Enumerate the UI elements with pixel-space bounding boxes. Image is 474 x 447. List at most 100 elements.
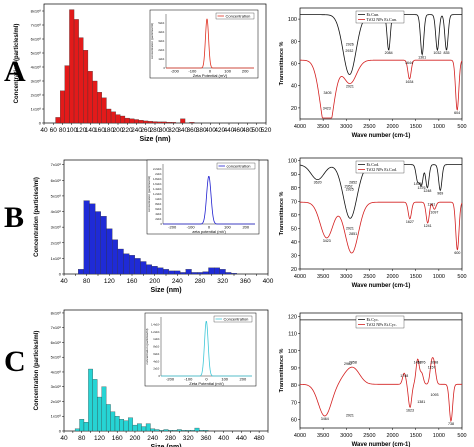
bar — [168, 430, 173, 432]
inset-y-tick-label: 1.4x10⁸ — [151, 322, 160, 326]
bar — [100, 216, 107, 275]
inset-x-tick-label: -200 — [166, 377, 175, 382]
x-tick-label: 460 — [233, 127, 244, 134]
bar — [231, 273, 237, 275]
bar — [159, 430, 164, 432]
ftir-x-tick-label: 1500 — [410, 274, 422, 280]
x-tick-label: 80 — [59, 127, 67, 134]
y-tick-label: 8x10⁸ — [31, 9, 42, 14]
inset-y-tick-label: 5x10⁷ — [158, 21, 165, 25]
y-tick-label: 5x10⁸ — [51, 193, 62, 198]
x-tick-label: 260 — [140, 127, 151, 134]
y-tick-label: 3x10⁸ — [31, 79, 42, 84]
bar — [119, 419, 125, 432]
bar — [161, 121, 167, 124]
bar — [78, 37, 84, 124]
ftir-peak-label: 1098 — [430, 360, 438, 364]
bar — [112, 239, 118, 275]
ftir-frame — [299, 7, 463, 120]
bar — [203, 430, 209, 432]
ftir-nps-curve — [299, 59, 463, 119]
x-tick-label: 320 — [183, 435, 194, 442]
x-tick-label: 360 — [200, 435, 211, 442]
ftir-x-tick-label: 1000 — [433, 433, 445, 439]
ftir-y-axis-label: Transmittance % — [279, 42, 285, 86]
bar — [128, 417, 133, 432]
y-tick-label: 4x10⁸ — [31, 65, 42, 70]
x-tick-label: 480 — [254, 435, 265, 442]
zeta-curve — [166, 18, 254, 69]
x-tick-label: 440 — [224, 127, 235, 134]
ftir-y-tick-label: 40 — [291, 240, 297, 246]
bar — [143, 120, 149, 124]
ftir-x-tick-label: 2500 — [363, 274, 375, 280]
ftir-x-tick-label: 4000 — [294, 433, 306, 439]
x-tick-label: 200 — [130, 435, 141, 442]
histogram-a: 40 60 80 1001201401601802002202402602803003… — [14, 3, 272, 143]
x-tick-label: 480 — [242, 127, 253, 134]
bar — [151, 266, 158, 275]
bar — [124, 117, 130, 124]
zeta-inset-a: -200 -100 0 100 200 0 1x10⁷ 2x10⁷ 3x10⁷ 4x10⁷ 5x10… — [149, 9, 259, 79]
x-tick-label: 140 — [85, 127, 96, 134]
ftir-y-tick-label: 20 — [291, 106, 297, 112]
bar — [180, 272, 186, 275]
x-tick-label: 40 — [60, 278, 68, 285]
ftir-peak-label: 2921 — [346, 414, 354, 418]
ftir-x-tick-label: 500 — [457, 433, 466, 439]
ftir-peak-label: 1381 — [417, 400, 425, 404]
ftir-y-tick-label: 60 — [291, 62, 297, 68]
bar — [194, 427, 200, 432]
ftir-nps-curve — [299, 357, 462, 423]
y-tick-label: 0 — [59, 272, 62, 277]
panel-letter-a: A — [4, 55, 26, 88]
bar — [157, 267, 164, 275]
x-tick-label: 340 — [177, 127, 188, 134]
x-tick-label: 280 — [150, 127, 161, 134]
ftir-y-tick-label: 100 — [288, 349, 297, 355]
x-tick-label: 60 — [50, 127, 58, 134]
ftir-peak-label: 969 — [437, 191, 443, 195]
ftir-nps-curve — [300, 201, 463, 254]
ftir-y-tick-label: 20 — [291, 267, 297, 273]
x-tick-label: 400 — [205, 127, 216, 134]
bar — [180, 118, 186, 124]
ftir-x-tick-label: 2000 — [386, 124, 398, 130]
ftir-legend-label: Et.Cod. — [367, 162, 380, 167]
x-tick-label: 80 — [83, 278, 91, 285]
bar — [134, 119, 139, 124]
y-tick-label: 7x10⁸ — [51, 162, 62, 167]
bar — [92, 80, 98, 124]
inset-y-tick-label: 6x10⁷ — [153, 352, 160, 356]
bar — [172, 430, 178, 432]
ftir-x-tick-label: 3500 — [317, 274, 329, 280]
bar — [120, 115, 126, 124]
ftir-x-tick-label: 3000 — [340, 274, 352, 280]
ftir-peak-label: 600 — [454, 251, 460, 255]
y-tick-label: 5x10⁸ — [51, 355, 62, 360]
ftir-peak-label: 1627 — [406, 220, 414, 224]
inset-x-tick-label: 0 — [208, 225, 211, 230]
inset-y-tick-label: 4x10⁷ — [158, 30, 165, 34]
ftir-peak-label: 2858 — [349, 360, 357, 364]
inset-y-axis-label: concentration (particles/ml) — [150, 23, 154, 59]
inset-y-tick-label: 4x10⁷ — [153, 359, 160, 363]
bar — [87, 71, 93, 124]
ftir-y-tick-label: 50 — [291, 226, 297, 232]
bar — [105, 404, 111, 432]
ftir-y-tick-label: 90 — [291, 366, 297, 372]
y-tick-label: 2x10⁸ — [51, 399, 62, 404]
ftir-legend-label: TiO2 NPs Et.Cod. — [367, 167, 398, 172]
ftir-x-tick-label: 3500 — [317, 124, 329, 130]
inset-y-tick-label: 2x10⁸ — [155, 172, 162, 176]
inset-x-axis-label: Zeta Potential (mV) — [189, 381, 224, 386]
bar — [134, 258, 141, 275]
ftir-peak-label: 1376 — [417, 360, 425, 364]
ftir-peak-label: 738 — [448, 422, 454, 426]
y-tick-label: 1x10⁸ — [31, 107, 42, 112]
bar — [185, 430, 191, 432]
ftir-peak-label: 1097 — [430, 210, 438, 214]
inset-y-tick-label: 2x10⁷ — [155, 217, 162, 221]
bar — [83, 200, 90, 275]
